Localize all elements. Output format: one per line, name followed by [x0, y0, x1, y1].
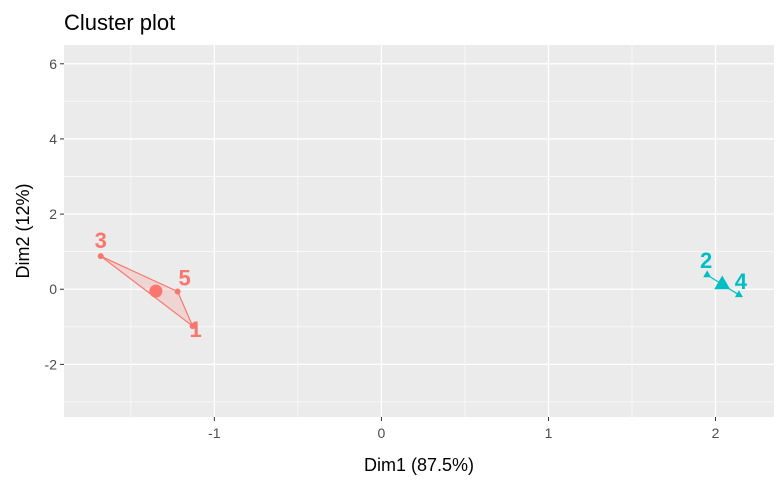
point-label: 2	[700, 248, 712, 273]
y-tick-label: 2	[49, 206, 57, 222]
data-point	[97, 253, 104, 260]
point-label: 1	[190, 317, 202, 342]
x-tick-label: 0	[378, 425, 386, 441]
x-tick-label: 1	[545, 425, 553, 441]
x-axis-title: Dim1 (87.5%)	[364, 455, 474, 475]
data-points	[97, 253, 743, 330]
data-point	[703, 270, 712, 278]
cluster-centroid	[149, 284, 163, 298]
y-axis-title: Dim2 (12%)	[13, 183, 33, 278]
data-point	[734, 290, 743, 298]
x-tick-label: -1	[208, 425, 221, 441]
y-tick-label: -2	[45, 356, 58, 372]
x-axis-ticks: -1 0 1 2	[208, 417, 720, 441]
data-point	[189, 323, 196, 330]
plot-panel	[64, 45, 774, 417]
point-label: 3	[95, 228, 107, 253]
y-tick-label: 4	[49, 131, 57, 147]
cluster-centroid	[714, 275, 731, 290]
data-point	[174, 288, 181, 295]
x-tick-label: 2	[712, 425, 720, 441]
grid-lines	[64, 45, 774, 417]
y-tick-label: 6	[49, 56, 57, 72]
point-label: 4	[735, 269, 748, 294]
y-axis-ticks: -2 0 2 4 6	[45, 56, 64, 372]
cluster-hull	[100, 255, 194, 327]
y-tick-label: 0	[49, 281, 57, 297]
point-labels: 1 3 5 24	[95, 228, 748, 342]
point-label: 5	[178, 265, 190, 290]
chart-title: Cluster plot	[64, 10, 175, 35]
